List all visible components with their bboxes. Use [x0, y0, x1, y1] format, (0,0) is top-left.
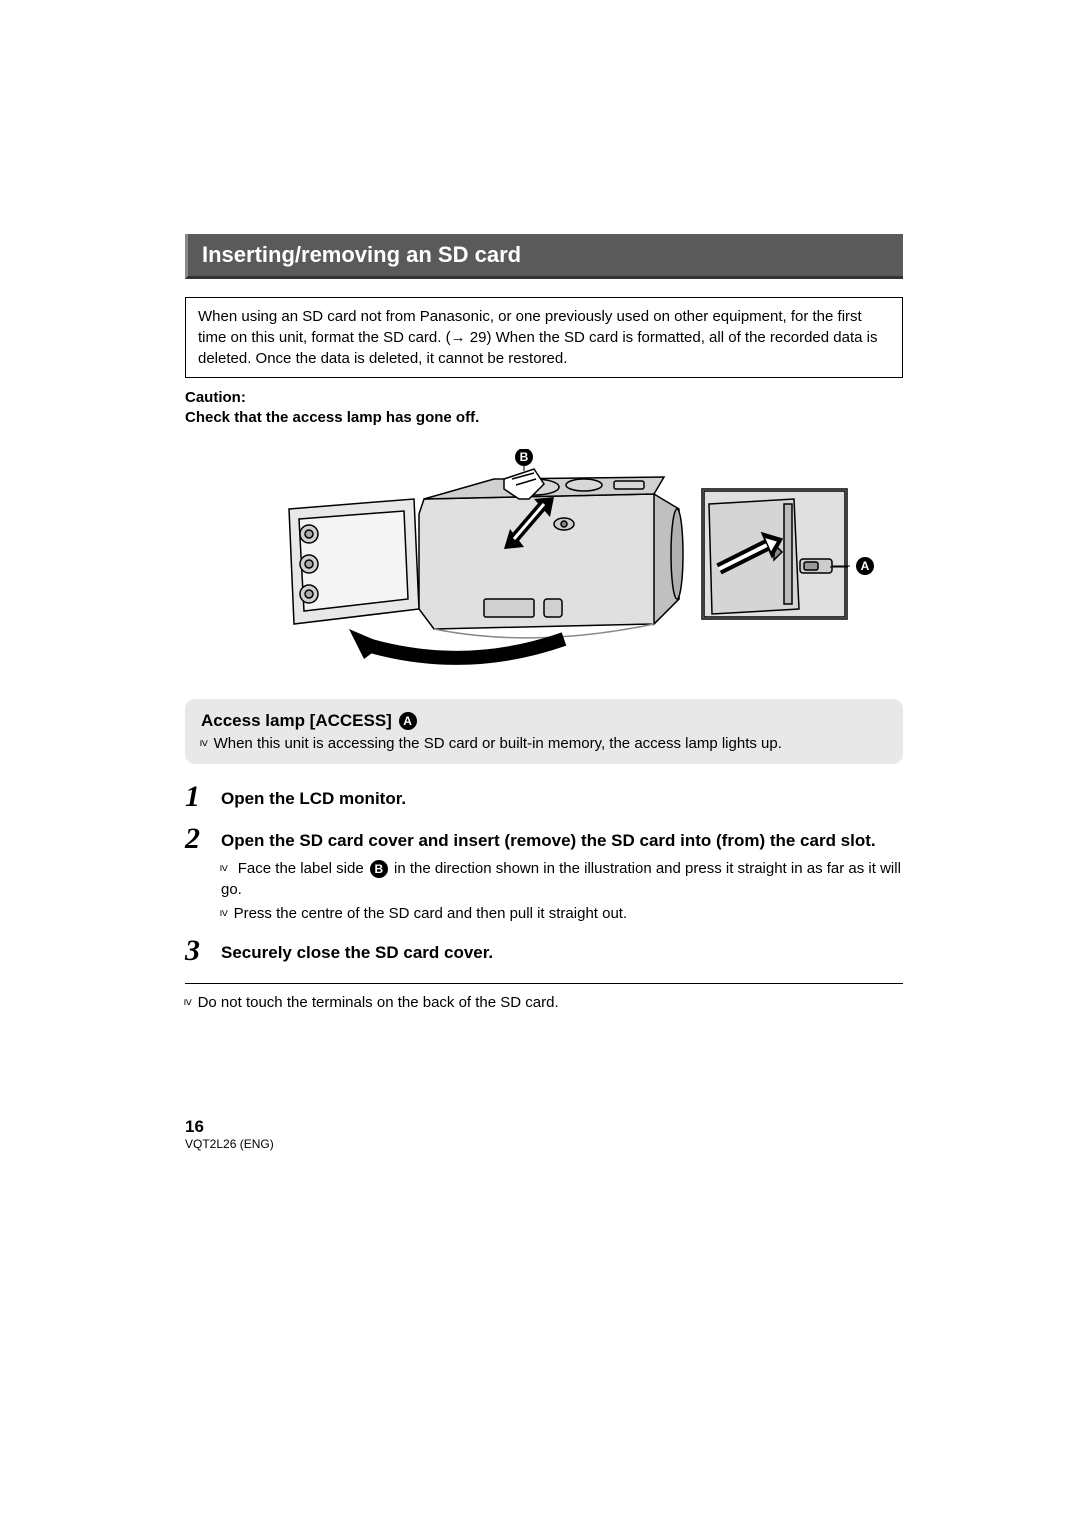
- doc-code: VQT2L26 (ENG): [185, 1137, 274, 1151]
- arrow-icon: →: [451, 329, 466, 346]
- divider: [185, 983, 903, 984]
- caution-block: Caution: Check that the access lamp has …: [185, 388, 903, 429]
- step-detail: Press the centre of the SD card and then…: [221, 904, 903, 924]
- step-title: Open the LCD monitor.: [221, 788, 903, 811]
- callout-badge-b-inline: B: [370, 860, 388, 878]
- camera-diagram-svg: B: [234, 449, 854, 669]
- caution-text: Check that the access lamp has gone off.: [185, 408, 903, 428]
- callout-a-leader: [830, 557, 860, 582]
- format-warning-box: When using an SD card not from Panasonic…: [185, 297, 903, 378]
- step-title: Open the SD card cover and insert (remov…: [221, 830, 903, 853]
- page-footer: 16 VQT2L26 (ENG): [185, 1117, 274, 1151]
- detail-pre: Face the label side: [238, 860, 368, 877]
- access-lamp-title-text: Access lamp [ACCESS]: [201, 711, 397, 730]
- camera-illustration: B: [234, 449, 854, 669]
- section-header: Inserting/removing an SD card: [185, 234, 903, 279]
- callout-badge-a: A: [856, 557, 874, 575]
- callout-badge-a-inline: A: [399, 712, 417, 730]
- step-number: 1: [185, 782, 207, 812]
- access-lamp-title: Access lamp [ACCESS] A: [201, 711, 887, 731]
- page-number: 16: [185, 1117, 274, 1137]
- step-title: Securely close the SD card cover.: [221, 942, 903, 965]
- warning-ref: 29): [466, 329, 496, 346]
- access-lamp-box: Access lamp [ACCESS] A When this unit is…: [185, 699, 903, 764]
- step-1: 1 Open the LCD monitor.: [185, 782, 903, 817]
- footer-note: Do not touch the terminals on the back o…: [185, 994, 903, 1011]
- step-3: 3 Securely close the SD card cover.: [185, 936, 903, 971]
- step-number: 3: [185, 936, 207, 966]
- access-lamp-bullet: When this unit is accessing the SD card …: [201, 735, 887, 752]
- step-detail: Face the label side B in the direction s…: [221, 859, 903, 900]
- step-number: 2: [185, 824, 207, 854]
- caution-label: Caution:: [185, 388, 903, 408]
- step-2: 2 Open the SD card cover and insert (rem…: [185, 824, 903, 928]
- svg-text:B: B: [520, 450, 529, 464]
